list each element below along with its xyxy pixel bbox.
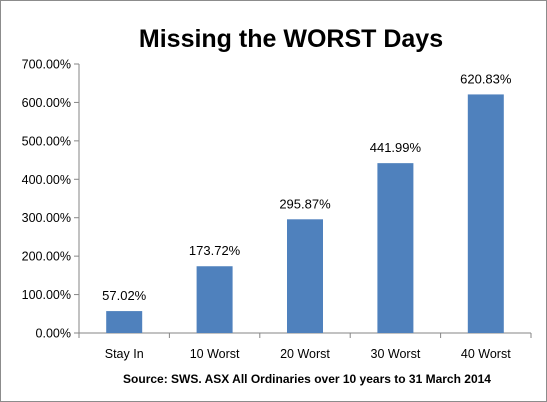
source-note: Source: SWS. ASX All Ordinaries over 10 … bbox=[123, 372, 491, 386]
y-tick-label: 400.00% bbox=[22, 173, 71, 187]
bar bbox=[467, 94, 504, 334]
plot-area: 0.00% 100.00% 200.00% 300.00% 400.00% 500.00%… bbox=[22, 58, 532, 361]
chart-title: Missing the WORST Days bbox=[139, 25, 443, 53]
y-tick-label: 500.00% bbox=[22, 134, 71, 148]
bar bbox=[106, 311, 143, 333]
y-tick-label: 700.00% bbox=[22, 58, 71, 72]
y-tick-label: 200.00% bbox=[22, 250, 71, 264]
y-tick-label: 300.00% bbox=[22, 211, 71, 225]
y-tick-label: 600.00% bbox=[22, 96, 71, 110]
x-category-label: 10 Worst bbox=[190, 347, 240, 361]
bar bbox=[196, 266, 233, 333]
data-label: 620.83% bbox=[460, 71, 512, 86]
x-category-label: 30 Worst bbox=[371, 347, 421, 361]
data-label: 57.02% bbox=[102, 288, 147, 303]
y-tick-label: 100.00% bbox=[22, 288, 71, 302]
x-category-label: 20 Worst bbox=[280, 347, 330, 361]
x-category-label: Stay In bbox=[105, 347, 144, 361]
data-label: 295.87% bbox=[279, 196, 331, 211]
x-category-label: 40 Worst bbox=[461, 347, 511, 361]
data-label: 441.99% bbox=[370, 140, 422, 155]
bar bbox=[287, 219, 323, 333]
bar bbox=[377, 163, 414, 333]
data-label: 173.72% bbox=[189, 243, 241, 258]
y-tick-label: 0.00% bbox=[36, 327, 71, 341]
